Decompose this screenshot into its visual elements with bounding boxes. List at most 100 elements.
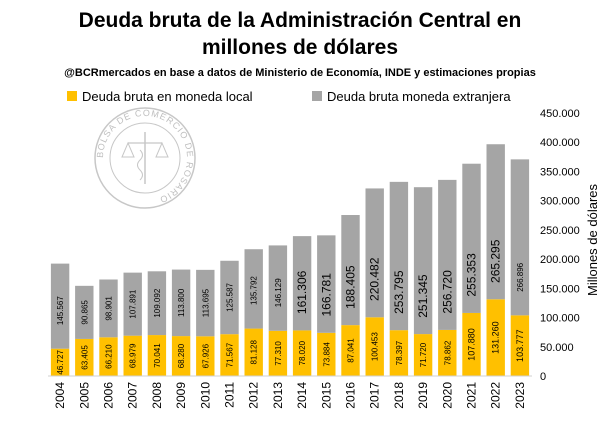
chart-subtitle: @BCRmercados en base a datos de Minister…	[64, 67, 536, 79]
bar-local	[462, 312, 481, 376]
data-label-foreign: 90.865	[80, 300, 89, 325]
data-label-foreign: 145.567	[56, 296, 65, 325]
x-tick-label: 2021	[465, 382, 479, 409]
bar-foreign	[244, 249, 263, 329]
bar-foreign	[341, 215, 360, 326]
data-label-local: 107.880	[467, 328, 477, 361]
data-label-foreign: 113.800	[177, 288, 186, 317]
data-label-local: 87.041	[347, 338, 356, 363]
bar-foreign	[389, 181, 409, 331]
data-label-foreign: 265.295	[489, 239, 503, 283]
bar-local	[123, 335, 142, 376]
bar-foreign	[486, 144, 505, 300]
y-tick-label: 200.000	[540, 254, 580, 266]
x-tick-label: 2016	[344, 382, 358, 409]
data-label-local: 68.979	[129, 343, 138, 368]
y-axis-label: Millones de dólares	[585, 184, 600, 297]
x-tick-label: 2014	[295, 382, 309, 409]
bar-local	[292, 330, 312, 376]
bar-local	[99, 337, 118, 376]
data-label-local: 67.926	[201, 343, 210, 368]
data-label-local: 103.777	[515, 329, 525, 362]
data-label-foreign: 107.891	[129, 289, 138, 318]
bar-local	[389, 330, 409, 376]
data-label-local: 63.405	[80, 345, 89, 370]
data-label-local: 73.884	[322, 342, 331, 367]
x-tick-label: 2013	[271, 382, 285, 409]
x-tick-label: 2020	[440, 382, 454, 409]
watermark-seal: BOLSA DE COMERCIO DE ROSARIO	[94, 107, 196, 209]
data-label-local: 71.720	[419, 342, 428, 367]
data-label-foreign: 113.695	[201, 288, 210, 317]
data-label-foreign: 109.092	[153, 288, 162, 317]
data-label-local: 71.567	[226, 342, 235, 367]
bar-foreign	[292, 236, 312, 331]
bar-local	[341, 325, 360, 376]
bar-foreign	[75, 285, 94, 339]
data-label-foreign: 146.129	[274, 278, 283, 307]
bar-local	[220, 334, 239, 376]
legend: Deuda bruta en moneda local Deuda bruta …	[67, 89, 511, 104]
bar-local	[171, 336, 191, 376]
data-label-local: 78.862	[443, 340, 452, 365]
data-label-local: 100.453	[371, 332, 380, 361]
data-label-local: 78.397	[395, 340, 404, 365]
bar-local	[268, 330, 288, 376]
data-label-local: 68.280	[177, 343, 186, 368]
data-label-local: 131.260	[491, 321, 501, 354]
bar-foreign	[196, 269, 215, 337]
x-tick-label: 2007	[126, 382, 140, 409]
data-label-local: 66.210	[105, 344, 114, 369]
data-label-foreign: 135.792	[250, 276, 259, 305]
y-tick-label: 100.000	[540, 313, 580, 325]
data-label-local: 81.128	[250, 340, 259, 365]
x-tick-label: 2012	[247, 382, 261, 409]
data-label-foreign: 161.306	[295, 270, 309, 314]
bar-foreign	[220, 260, 239, 335]
bar-foreign	[123, 272, 142, 336]
bar-foreign	[462, 163, 481, 313]
bar-foreign	[510, 159, 530, 316]
x-tick-label: 2008	[150, 382, 164, 409]
plot-area: 0 50.000 100.000 150.000 200.000 250.000 300.0…	[48, 108, 580, 409]
bar-foreign	[99, 279, 118, 338]
x-tick-label: 2010	[198, 382, 212, 409]
y-tick-label: 50.000	[540, 342, 574, 354]
x-tick-label: 2004	[53, 382, 67, 409]
y-tick-label: 250.000	[540, 225, 580, 237]
y-tick-label: 450.000	[540, 108, 580, 120]
x-tick-label: 2017	[368, 382, 382, 409]
data-label-foreign: 256.720	[440, 270, 454, 314]
bar-local	[196, 336, 215, 376]
x-tick-label: 2005	[77, 382, 91, 409]
chart-title-line1: Deuda bruta de la Administración Central…	[79, 9, 522, 32]
data-label-foreign: 251.345	[416, 274, 430, 318]
chart-title-line2: millones de dólares	[202, 36, 398, 59]
x-tick-label: 2023	[513, 382, 527, 409]
data-label-foreign: 125.587	[226, 282, 235, 311]
bar-local	[510, 315, 530, 376]
data-label-local: 77.310	[274, 341, 283, 366]
bar-foreign	[268, 245, 288, 331]
x-tick-label: 2006	[102, 382, 116, 409]
legend-label-foreign: Deuda bruta moneda extranjera	[327, 89, 511, 104]
bar-local	[147, 335, 167, 376]
data-label-foreign: 188.405	[344, 265, 358, 309]
bar-local	[244, 328, 263, 376]
y-tick-label: 300.000	[540, 196, 580, 208]
bar-foreign	[317, 235, 336, 333]
data-label-foreign: 266.896	[516, 262, 525, 291]
x-tick-label: 2011	[223, 382, 237, 408]
y-tick-label: 150.000	[540, 283, 580, 295]
bar-foreign	[413, 187, 433, 335]
data-label-local: 46.727	[56, 350, 65, 375]
bar-local	[486, 299, 505, 376]
legend-swatch-foreign	[312, 91, 322, 101]
bar-local	[365, 317, 384, 376]
legend-label-local: Deuda bruta en moneda local	[82, 89, 253, 104]
data-label-foreign: 98.901	[105, 296, 114, 321]
data-label-local: 70.041	[153, 343, 162, 368]
bar-foreign	[171, 269, 191, 337]
bar-local	[75, 338, 94, 376]
